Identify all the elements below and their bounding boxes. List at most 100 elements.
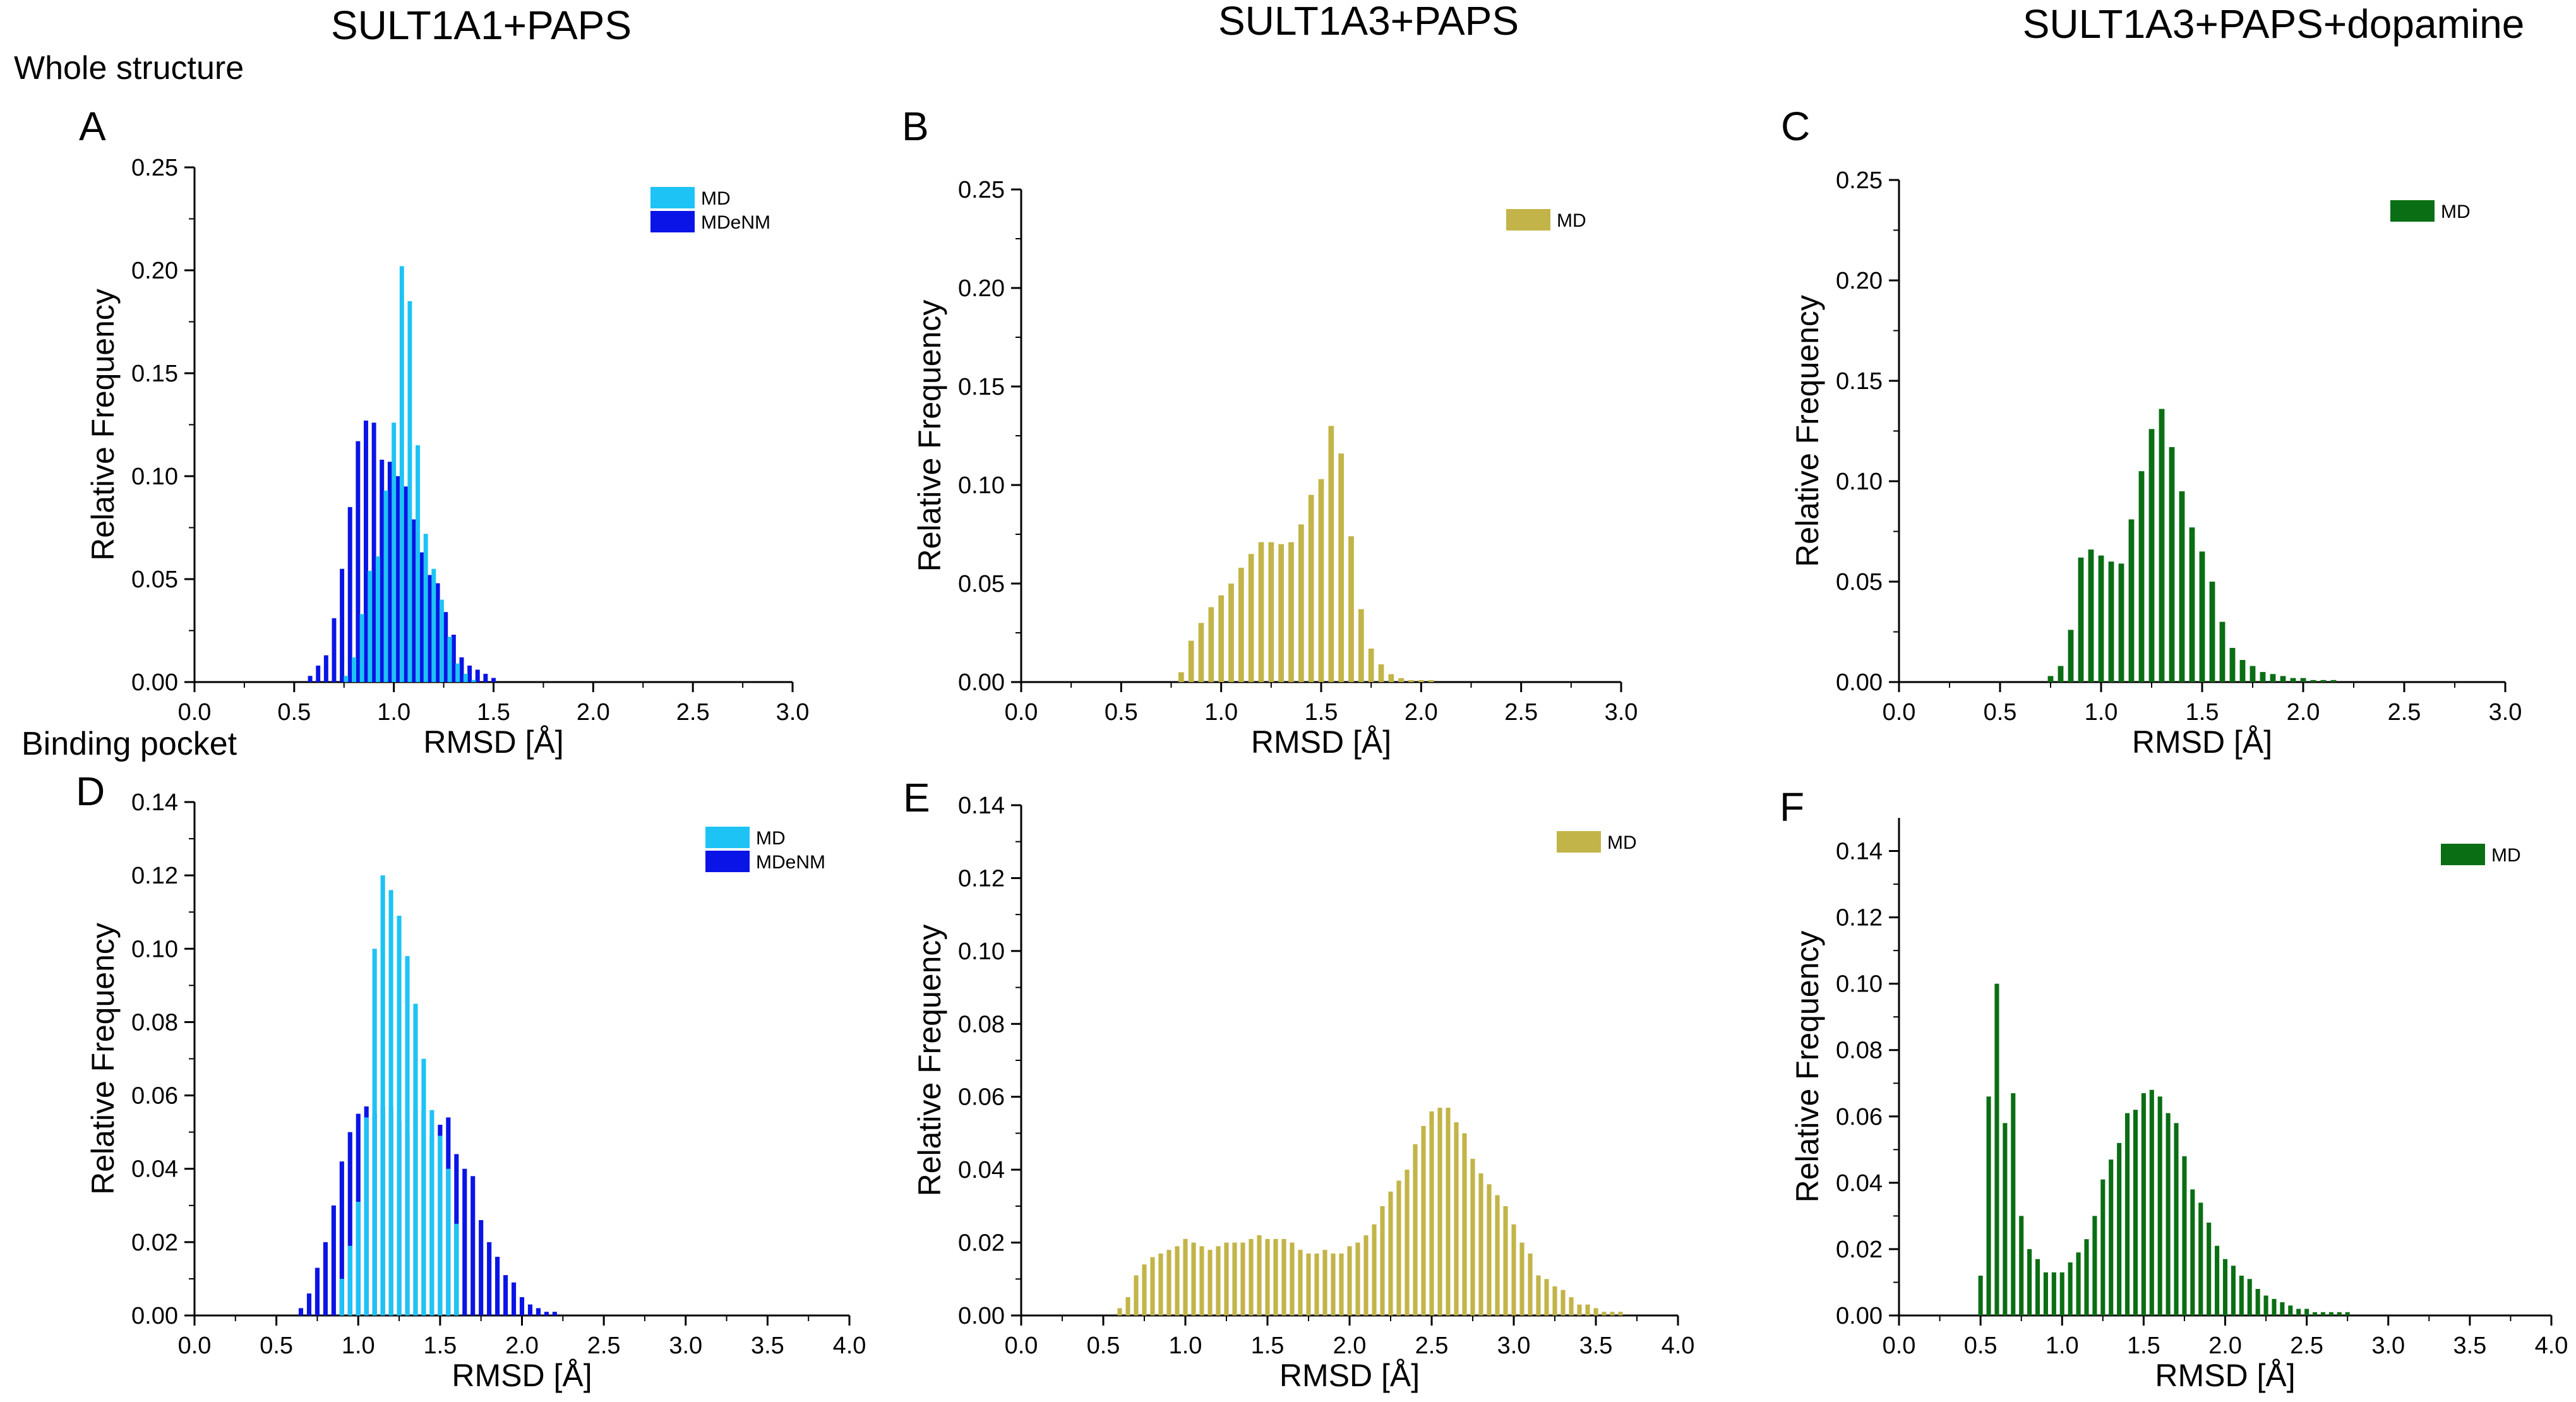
chart-e-bar-md	[1322, 1250, 1327, 1315]
chart-c-bar-md	[2209, 582, 2215, 682]
chart-e-bar-md	[1429, 1111, 1434, 1315]
chart-d-bar-mdenm	[331, 1205, 336, 1315]
chart-f-x-tick-label: 3.5	[2453, 1333, 2486, 1359]
chart-c-bar-md	[2219, 621, 2226, 682]
chart-a-legend-swatch-mdenm	[650, 211, 695, 232]
chart-e-bar-md	[1446, 1108, 1451, 1315]
chart-a-bar-mdenm	[371, 422, 376, 682]
chart-b-bar-md	[1318, 479, 1324, 682]
chart-f-bar-md	[2272, 1298, 2277, 1315]
chart-d-bar-mdenm	[323, 1242, 328, 1315]
chart-a-bar-mdenm	[308, 676, 313, 682]
chart-c-bar-md	[2159, 409, 2165, 682]
chart-a-bar-mdenm	[475, 669, 480, 682]
column-title-sult1a1-paps: SULT1A1+PAPS	[331, 3, 632, 48]
panel-c: C 0.0 0.5 1.0 1.5 2.0 2.5 3.0 0.00 0.05 0.10 0.15 0.…	[1781, 104, 2522, 760]
chart-f-bar-md	[2019, 1216, 2024, 1315]
chart-e-bar-md	[1519, 1242, 1525, 1315]
chart-d-x-axis-label: RMSD [Å]	[452, 1358, 592, 1393]
chart-c-y-tick-label: 0.20	[1836, 268, 1883, 294]
chart-a-bar-mdenm	[459, 657, 464, 682]
chart-f-bar-md	[2051, 1272, 2056, 1315]
chart-f-bar-md	[2109, 1159, 2114, 1315]
chart-e-bar-md	[1528, 1253, 1533, 1315]
chart-d-bar-mdenm	[339, 1161, 344, 1315]
chart-b-bar-md	[1308, 494, 1314, 682]
chart-f-bar-md	[2222, 1259, 2228, 1315]
chart-c-y-tick-label: 0.00	[1836, 669, 1883, 696]
chart-a-x-tick-label: 1.0	[377, 699, 410, 726]
chart-d-bar-mdenm	[315, 1267, 320, 1315]
chart-b-legend-label-md: MD	[1557, 210, 1586, 231]
chart-d-bar-md	[356, 1201, 361, 1315]
chart-f-bar-md	[2035, 1259, 2040, 1315]
chart-d-bar-md	[372, 949, 377, 1315]
chart-e-bar-md	[1331, 1253, 1336, 1315]
chart-e-x-axis-label: RMSD [Å]	[1279, 1358, 1420, 1393]
chart-d-legend-swatch-md	[705, 827, 750, 848]
chart-a-bar-md	[439, 599, 444, 682]
chart-d-x-tick-label: 0.5	[260, 1333, 293, 1359]
chart-e-bar-md	[1232, 1242, 1237, 1315]
chart-f-bar-md	[2215, 1245, 2220, 1315]
chart-f-y-tick-label: 0.12	[1836, 905, 1883, 932]
chart-f-bar-md	[2337, 1312, 2342, 1315]
panel-d: D 0.0 0.5 1.0 1.5 2.0 2.5 3.0 3.5 4.0 0.00 0.02 0.04…	[76, 769, 866, 1393]
chart-f-bar-md	[2124, 1113, 2130, 1315]
chart-b-x-tick-label: 2.0	[1405, 699, 1438, 726]
chart-c-bar-md	[2118, 563, 2124, 682]
chart-c-bar-md	[2128, 519, 2135, 682]
chart-f-bar-md	[2312, 1312, 2318, 1315]
chart-e-bar-md	[1380, 1206, 1385, 1315]
chart-f-y-tick-label: 0.06	[1836, 1104, 1883, 1130]
chart-f-bar-md	[2133, 1110, 2138, 1315]
chart-a-x-tick-label: 0.0	[178, 699, 212, 726]
chart-d-bar-md	[339, 1278, 344, 1315]
chart-b-x-tick-label: 1.0	[1204, 699, 1238, 726]
chart-f-bar-md	[2296, 1309, 2301, 1315]
chart-b-x-tick-label: 1.5	[1305, 699, 1338, 726]
chart-e-bar-md	[1462, 1133, 1467, 1315]
chart-e-y-tick-label: 0.14	[958, 793, 1005, 819]
chart-f-bar-md	[2003, 1123, 2008, 1315]
chart-c-x-tick-label: 1.0	[2085, 699, 2118, 726]
chart-d-y-tick-label: 0.14	[131, 789, 178, 816]
chart-c-bar-md	[2330, 680, 2337, 682]
chart-c-bar-md	[2088, 549, 2094, 682]
chart-e-bar-md	[1437, 1108, 1442, 1315]
chart-a-bar-mdenm	[380, 459, 385, 682]
chart-b-bar-md	[1328, 426, 1334, 682]
chart-a-y-tick-label: 0.15	[131, 361, 178, 387]
chart-f-bar-md	[2288, 1305, 2293, 1315]
chart-b-x-tick-label: 3.0	[1605, 699, 1638, 726]
chart-c-panel-letter: C	[1781, 104, 1810, 149]
chart-e-bar-md	[1183, 1238, 1188, 1315]
chart-d-y-tick-label: 0.10	[131, 936, 178, 962]
chart-d-bar-md	[405, 956, 410, 1315]
chart-e-bar-md	[1306, 1253, 1311, 1315]
chart-c-bar-md	[2300, 678, 2306, 682]
chart-b-bar-md	[1298, 524, 1304, 682]
chart-d-bar-md	[397, 916, 402, 1315]
chart-b-x-tick-label: 2.5	[1504, 699, 1538, 726]
chart-f-bar-md	[2255, 1288, 2260, 1315]
chart-c-bar-md	[2270, 674, 2276, 682]
chart-f-x-tick-label: 0.0	[1883, 1333, 1916, 1359]
chart-d-y-tick-label: 0.04	[131, 1156, 178, 1183]
chart-f-bar-md	[2345, 1312, 2350, 1315]
chart-b-legend-swatch-md	[1506, 209, 1550, 231]
chart-f-x-tick-label: 1.0	[2046, 1333, 2079, 1359]
chart-d-y-tick-label: 0.08	[131, 1009, 178, 1036]
chart-c-bar-md	[2310, 680, 2316, 682]
chart-c-y-tick-label: 0.10	[1836, 469, 1883, 495]
chart-d-y-tick-label: 0.12	[131, 863, 178, 889]
chart-b-bar-md	[1358, 609, 1364, 682]
chart-b-bar-md	[1418, 680, 1424, 682]
chart-d-x-tick-label: 1.0	[342, 1333, 375, 1359]
chart-d-bar-mdenm	[470, 1176, 476, 1315]
column-title-sult1a3-paps: SULT1A3+PAPS	[1218, 0, 1519, 44]
chart-b-bar-md	[1218, 595, 1225, 682]
chart-d-bar-md	[421, 1058, 426, 1315]
chart-a-bar-mdenm	[356, 441, 361, 682]
chart-b-bar-md	[1288, 542, 1294, 682]
